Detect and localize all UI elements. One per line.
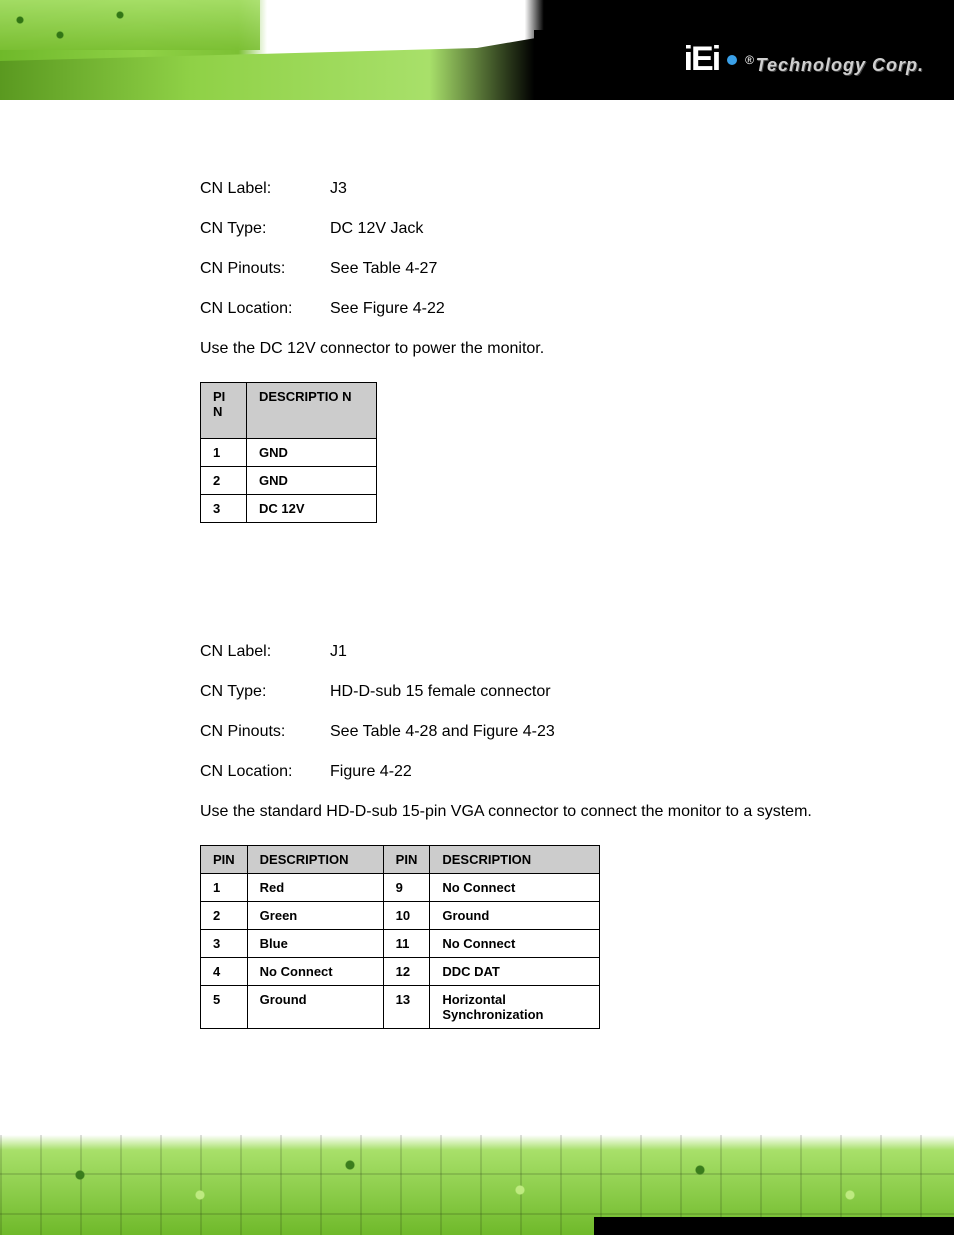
table-row: 2 GND: [201, 467, 377, 495]
section2-body: Use the standard HD-D-sub 15-pin VGA con…: [200, 803, 874, 821]
table-row: 5 Ground 13 Horizontal Synchronization: [201, 986, 600, 1029]
footer-black-strip: [594, 1217, 954, 1235]
cell-desc: GND: [247, 439, 377, 467]
spec-label: CN Label:: [200, 643, 330, 661]
spec-label: CN Type:: [200, 683, 330, 701]
cell-pin: 4: [201, 958, 248, 986]
cell-desc: Ground: [247, 986, 383, 1029]
page-content: CN Label: J3 CN Type: DC 12V Jack CN Pin…: [200, 180, 874, 1029]
spec-row: CN Type: DC 12V Jack: [200, 220, 874, 238]
spec-label: CN Pinouts:: [200, 723, 330, 741]
col-pin-header: PIN: [383, 846, 430, 874]
cell-pin: 10: [383, 902, 430, 930]
cell-pin: 11: [383, 930, 430, 958]
section1-body: Use the DC 12V connector to power the mo…: [200, 340, 874, 358]
spec-label: CN Location:: [200, 300, 330, 318]
spec-row: CN Pinouts: See Table 4-28 and Figure 4-…: [200, 723, 874, 741]
cell-desc: GND: [247, 467, 377, 495]
spec-label: CN Location:: [200, 763, 330, 781]
spec-row: CN Label: J1: [200, 643, 874, 661]
cell-pin: 3: [201, 930, 248, 958]
spec-value: See Figure 4-22: [330, 300, 445, 318]
cell-desc: Red: [247, 874, 383, 902]
spec-row: CN Type: HD-D-sub 15 female connector: [200, 683, 874, 701]
logo-dot-icon: [727, 55, 737, 65]
table-row: 4 No Connect 12 DDC DAT: [201, 958, 600, 986]
cell-desc: DDC DAT: [430, 958, 600, 986]
spec-row: CN Location: Figure 4-22: [200, 763, 874, 781]
spec-value: DC 12V Jack: [330, 220, 423, 238]
col-desc-header: DESCRIPTIO N: [247, 383, 377, 439]
spec-row: CN Location: See Figure 4-22: [200, 300, 874, 318]
spec-row: CN Label: J3: [200, 180, 874, 198]
section-vga: CN Label: J1 CN Type: HD-D-sub 15 female…: [200, 643, 874, 1029]
table-row: 2 Green 10 Ground: [201, 902, 600, 930]
cell-desc: DC 12V: [247, 495, 377, 523]
section-dc12v: CN Label: J3 CN Type: DC 12V Jack CN Pin…: [200, 180, 874, 523]
cell-pin: 2: [201, 902, 248, 930]
cell-desc: Ground: [430, 902, 600, 930]
cell-desc: No Connect: [430, 930, 600, 958]
spec-row: CN Pinouts: See Table 4-27: [200, 260, 874, 278]
col-pin-header: PIN: [201, 846, 248, 874]
spec-value: J3: [330, 180, 347, 198]
col-pin-header: PI N: [201, 383, 247, 439]
spec-value: J1: [330, 643, 347, 661]
cell-desc: Horizontal Synchronization: [430, 986, 600, 1029]
brand-logo: iEi ®: [684, 40, 754, 79]
table-row: 1 Red 9 No Connect: [201, 874, 600, 902]
page-footer-band: [0, 1135, 954, 1235]
table-header-row: PIN DESCRIPTION PIN DESCRIPTION: [201, 846, 600, 874]
table-row: 1 GND: [201, 439, 377, 467]
cell-pin: 3: [201, 495, 247, 523]
brand-tagline: Technology Corp.: [756, 55, 924, 76]
spec-value: HD-D-sub 15 female connector: [330, 683, 551, 701]
cell-pin: 9: [383, 874, 430, 902]
cell-pin: 13: [383, 986, 430, 1029]
table-vga-pinout: PIN DESCRIPTION PIN DESCRIPTION 1 Red 9 …: [200, 845, 600, 1029]
cell-pin: 2: [201, 467, 247, 495]
logo-text: iEi: [684, 40, 720, 79]
header-circuit-decor: [0, 0, 260, 50]
spec-value: Figure 4-22: [330, 763, 412, 781]
cell-pin: 1: [201, 439, 247, 467]
spec-label: CN Pinouts:: [200, 260, 330, 278]
cell-desc: No Connect: [247, 958, 383, 986]
table-header-row: PI N DESCRIPTIO N: [201, 383, 377, 439]
table-row: 3 Blue 11 No Connect: [201, 930, 600, 958]
page-header-band: iEi ® Technology Corp.: [0, 0, 954, 100]
cell-desc: Green: [247, 902, 383, 930]
col-desc-header: DESCRIPTION: [247, 846, 383, 874]
spec-value: See Table 4-27: [330, 260, 437, 278]
cell-pin: 12: [383, 958, 430, 986]
cell-pin: 5: [201, 986, 248, 1029]
spec-value: See Table 4-28 and Figure 4-23: [330, 723, 555, 741]
spec-label: CN Label:: [200, 180, 330, 198]
col-desc-header: DESCRIPTION: [430, 846, 600, 874]
cell-desc: Blue: [247, 930, 383, 958]
cell-desc: No Connect: [430, 874, 600, 902]
spec-label: CN Type:: [200, 220, 330, 238]
registered-mark: ®: [745, 53, 754, 67]
cell-pin: 1: [201, 874, 248, 902]
table-dc12v-pinout: PI N DESCRIPTIO N 1 GND 2 GND 3 DC 12V: [200, 382, 377, 523]
table-row: 3 DC 12V: [201, 495, 377, 523]
